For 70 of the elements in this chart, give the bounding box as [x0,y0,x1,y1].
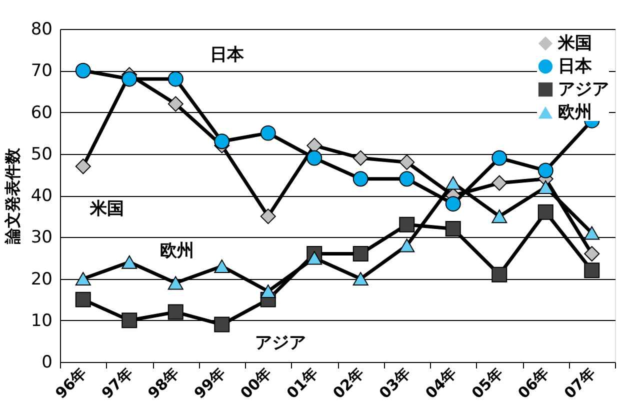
point [168,276,184,290]
point [399,171,415,187]
x-tick-label: 98年 [144,364,182,402]
point [538,180,554,194]
y-tick-label: 30 [30,228,52,248]
point [584,246,600,262]
x-tick-label: 05年 [468,364,506,402]
annotation: 日本 [210,45,245,65]
point [260,125,276,141]
point [445,176,461,190]
point [538,204,554,220]
x-tick-label: 03年 [376,364,414,402]
point [75,158,91,174]
legend-label: 日本 [558,56,593,76]
point [306,251,322,265]
point [584,226,600,240]
point [214,316,230,332]
legend-label: アジア [558,80,609,100]
y-tick-label: 40 [30,186,52,206]
point [75,292,91,308]
y-tick-label: 80 [30,20,52,40]
point [122,255,138,269]
x-tick-label: 01年 [283,364,322,402]
point [122,71,138,87]
point [352,171,368,187]
x-tick-label: 99年 [190,364,229,402]
y-tick-label: 70 [30,61,52,82]
annotation: 欧州 [160,241,194,261]
point [260,284,276,298]
x-tick-label: 96年 [52,364,90,402]
point [445,221,461,237]
x-tick-label: 06年 [514,364,552,402]
annotation: 米国 [89,199,124,219]
x-tick-label: 00年 [236,364,275,402]
annotation: アジア [255,333,306,353]
y-tick-label: 0 [42,352,52,372]
y-axis-title: 論文発表件数 [2,147,22,245]
y-tick-label: 10 [30,310,52,331]
y-tick-label: 60 [30,102,52,123]
point [352,150,368,166]
point [492,266,508,282]
point [399,238,415,252]
y-tick-label: 20 [30,269,52,290]
x-tick-label: 04年 [422,364,460,402]
point [492,175,508,191]
point [168,304,184,320]
point [399,154,415,170]
point [260,208,276,224]
point [492,210,508,224]
point [214,134,230,150]
legend-label: 欧州 [558,102,592,122]
point [352,246,368,262]
point [75,272,91,286]
point [538,162,554,178]
point [306,150,322,166]
point [214,259,230,274]
point [445,196,461,212]
x-tick-label: 97年 [98,364,136,402]
y-tick-label: 50 [30,144,52,164]
point [492,150,508,166]
x-tick-label: 07年 [560,364,599,402]
x-tick-label: 02年 [329,364,368,402]
point [352,272,368,286]
point [75,62,91,78]
point [584,262,600,278]
point [168,96,184,112]
point [122,312,138,328]
point [399,216,415,232]
point [168,71,184,87]
legend-label: 米国 [557,34,592,54]
